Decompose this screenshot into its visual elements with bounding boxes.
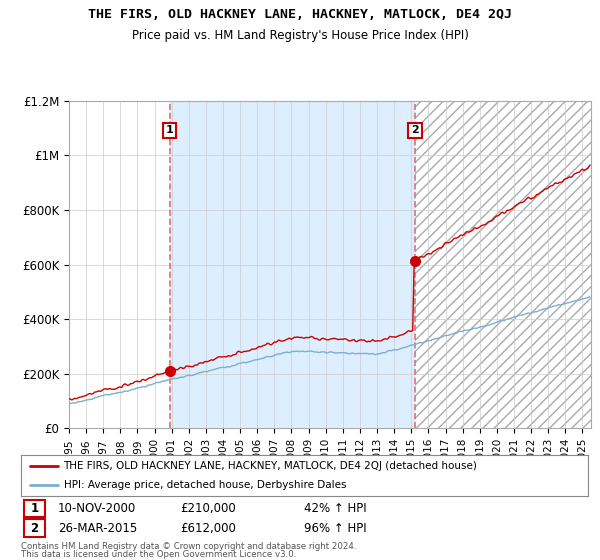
Bar xyxy=(415,101,599,428)
Bar xyxy=(170,101,415,428)
Text: 2: 2 xyxy=(411,125,419,136)
FancyBboxPatch shape xyxy=(24,500,46,517)
Text: Contains HM Land Registry data © Crown copyright and database right 2024.: Contains HM Land Registry data © Crown c… xyxy=(21,542,356,550)
Text: THE FIRS, OLD HACKNEY LANE, HACKNEY, MATLOCK, DE4 2QJ: THE FIRS, OLD HACKNEY LANE, HACKNEY, MAT… xyxy=(88,8,512,21)
Text: This data is licensed under the Open Government Licence v3.0.: This data is licensed under the Open Gov… xyxy=(21,550,296,559)
FancyBboxPatch shape xyxy=(24,520,46,537)
Text: 96% ↑ HPI: 96% ↑ HPI xyxy=(305,522,367,535)
Text: 42% ↑ HPI: 42% ↑ HPI xyxy=(305,502,367,515)
Text: 2: 2 xyxy=(31,522,38,535)
Text: Price paid vs. HM Land Registry's House Price Index (HPI): Price paid vs. HM Land Registry's House … xyxy=(131,29,469,42)
Text: £612,000: £612,000 xyxy=(180,522,236,535)
Text: 1: 1 xyxy=(31,502,38,515)
Text: 26-MAR-2015: 26-MAR-2015 xyxy=(58,522,137,535)
Text: 10-NOV-2000: 10-NOV-2000 xyxy=(58,502,136,515)
Text: 1: 1 xyxy=(166,125,173,136)
Text: HPI: Average price, detached house, Derbyshire Dales: HPI: Average price, detached house, Derb… xyxy=(64,480,346,489)
Text: £210,000: £210,000 xyxy=(180,502,236,515)
Text: THE FIRS, OLD HACKNEY LANE, HACKNEY, MATLOCK, DE4 2QJ (detached house): THE FIRS, OLD HACKNEY LANE, HACKNEY, MAT… xyxy=(64,461,478,471)
